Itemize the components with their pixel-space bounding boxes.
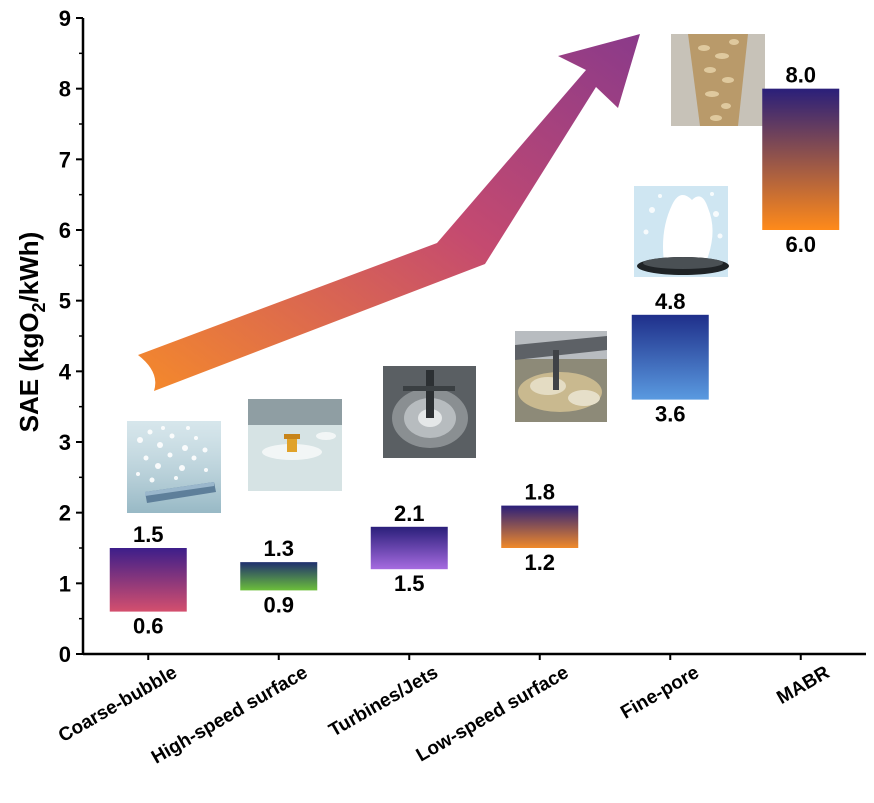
y-tick-label: 6 [59,218,71,243]
y-tick-label: 9 [59,6,71,31]
mabr-membrane-photo [671,34,765,126]
y-tick-label: 1 [59,571,71,596]
low-speed-surface-aerator-photo [515,331,607,422]
turbine-jet-aerator-photo [383,366,476,458]
value-label-high-fine-pore: 4.8 [655,289,686,314]
range-bar-fine-pore [631,314,709,400]
y-tick-label: 8 [59,77,71,102]
value-label-high-turbines-jets: 2.1 [394,501,425,526]
range-bar-low-speed-surface [501,505,579,548]
value-label-low-turbines-jets: 1.5 [394,571,425,596]
y-tick-label: 5 [59,289,71,314]
value-label-high-high-speed-surface: 1.3 [263,536,294,561]
value-label-low-fine-pore: 3.6 [655,402,686,427]
high-speed-surface-aerator-photo [248,399,342,491]
x-tick-label-fine-pore: Fine-pore [617,662,702,723]
range-bar-high-speed-surface [240,562,318,591]
value-labels: 1.5 0.6 1.3 0.9 2.1 1.5 1.8 1.2 4.8 3.6 8.0 6.0 [133,63,816,639]
y-tick-label: 0 [59,642,71,667]
y-axis-label: SAE (kgO2/kWh) [14,232,49,433]
x-tick-label-turbines-jets: Turbines/Jets [325,662,441,741]
fine-pore-diffuser-photo [634,186,729,277]
y-tick-label: 2 [59,501,71,526]
trend-arrow [138,34,640,391]
coarse-bubble-diffuser-photo [127,421,221,513]
x-tick-label-mabr: MABR [773,662,833,709]
value-label-high-mabr: 8.0 [785,63,816,88]
aerator-photos [127,34,765,513]
y-tick-label: 7 [59,147,71,172]
y-tick-label: 3 [59,430,71,455]
value-label-low-high-speed-surface: 0.9 [263,592,294,617]
value-label-low-coarse-bubble: 0.6 [133,614,164,639]
value-label-high-coarse-bubble: 1.5 [133,522,164,547]
range-bar-turbines-jets [370,526,448,570]
trend-arrow-group [138,34,640,391]
value-label-low-mabr: 6.0 [785,232,816,257]
x-tick-label-coarse-bubble: Coarse-bubble [55,662,181,747]
range-bar-coarse-bubble [109,548,187,612]
range-bars [109,88,840,612]
value-label-low-low-speed-surface: 1.2 [524,550,555,575]
range-bar-mabr [762,88,840,231]
value-label-high-low-speed-surface: 1.8 [524,480,555,505]
y-tick-label: 4 [59,359,72,384]
